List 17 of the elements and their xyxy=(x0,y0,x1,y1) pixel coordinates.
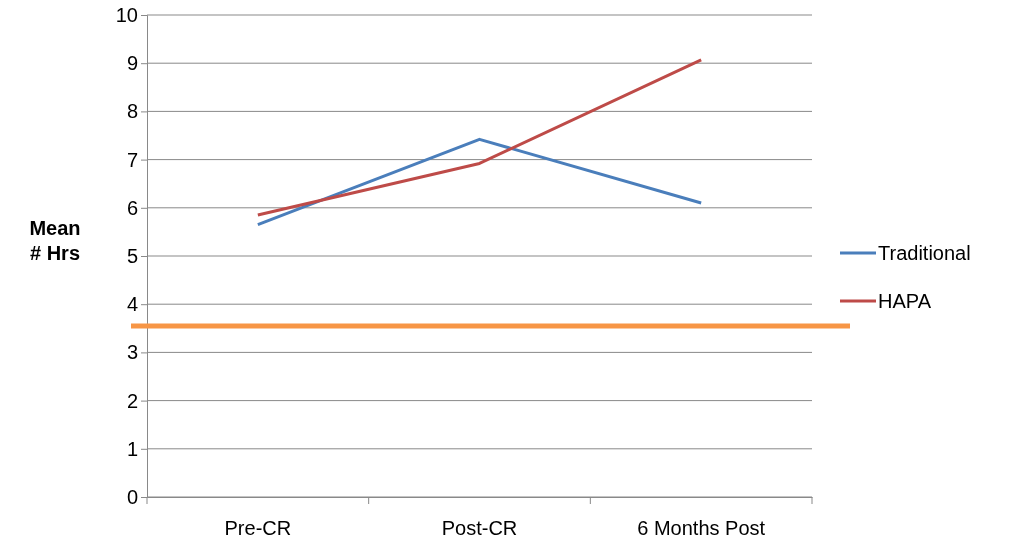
y-tick-label: 1 xyxy=(126,437,138,460)
legend-label: HAPA xyxy=(878,290,932,312)
y-tick-label: 9 xyxy=(126,52,138,75)
y-tick-label: 5 xyxy=(126,244,138,267)
y-tick-label: 4 xyxy=(126,293,138,316)
y-axis-title: Mean # Hrs xyxy=(29,217,81,264)
x-tick-label: Post-CR xyxy=(441,517,518,540)
x-tick-label: Pre-CR xyxy=(224,517,292,540)
y-tick-label: 7 xyxy=(126,148,138,171)
y-tick-label: 3 xyxy=(126,341,138,364)
y-tick-label: 6 xyxy=(126,196,138,219)
y-tick-label: 0 xyxy=(126,485,138,508)
legend-label: Traditional xyxy=(878,242,971,264)
x-tick-label: 6 Months Post xyxy=(637,517,766,540)
y-tick-label: 10 xyxy=(115,3,138,26)
y-tick-label: 2 xyxy=(126,389,138,412)
y-tick-label: 8 xyxy=(126,100,138,123)
